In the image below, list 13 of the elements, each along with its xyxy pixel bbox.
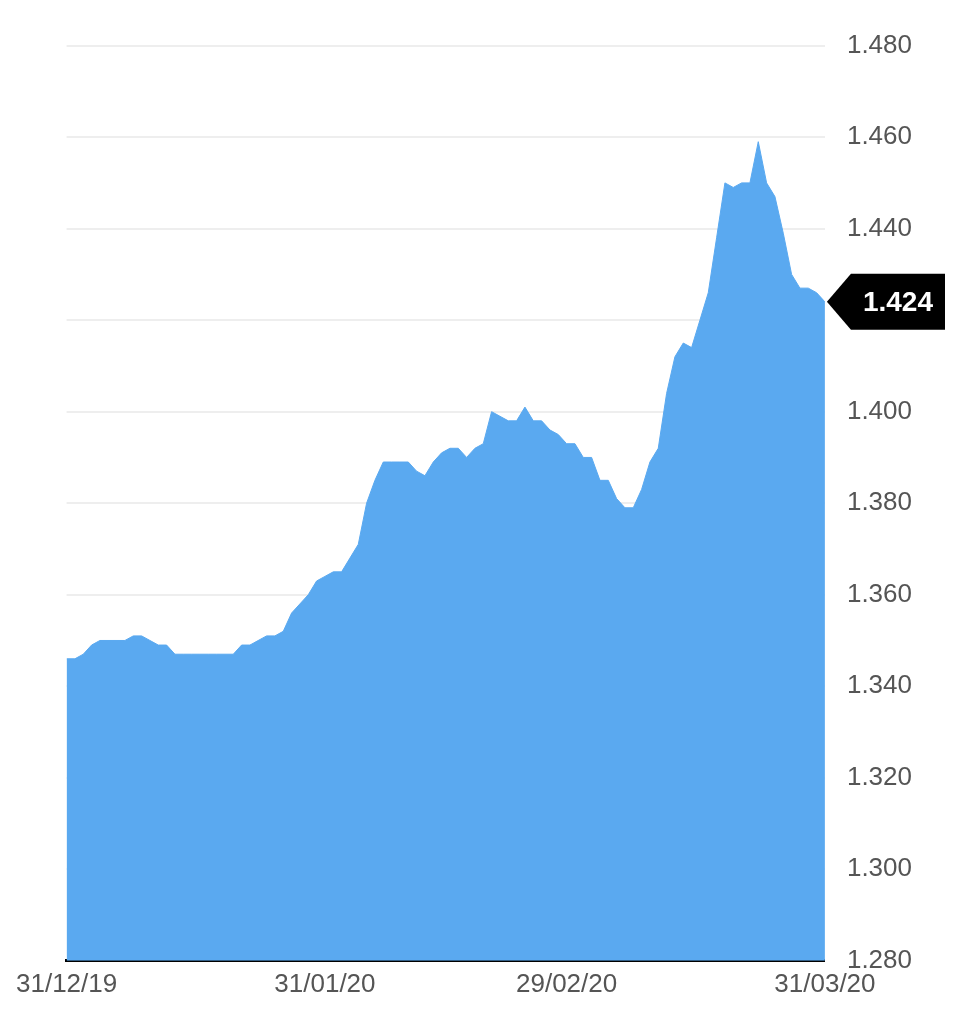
x-tick-label: 31/12/19 [15, 967, 118, 998]
x-tick-label: 31/01/20 [274, 967, 376, 998]
y-tick-label: 1.320 [846, 760, 913, 791]
y-tick-label: 1.460 [846, 120, 913, 151]
y-tick-label: 1.400 [846, 394, 913, 425]
y-tick-label: 1.340 [846, 669, 913, 700]
y-tick-label: 1.300 [846, 852, 913, 883]
y-tick-label: 1.380 [846, 486, 913, 517]
y-tick-label: 1.480 [846, 28, 913, 59]
annotation: 1.424 [862, 285, 934, 317]
y-tick-label: 1.440 [846, 211, 913, 242]
y-tick-label: 1.360 [846, 577, 913, 608]
x-tick-label: 29/02/20 [515, 967, 618, 998]
